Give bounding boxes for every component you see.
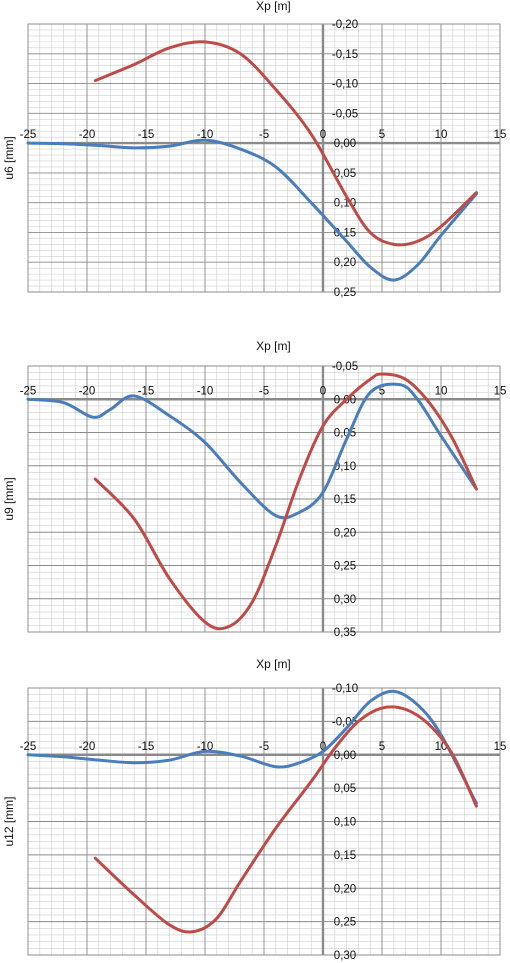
y-tick-label: 0,30 bbox=[334, 950, 356, 962]
y-tick-label: -0,05 bbox=[332, 716, 358, 728]
y-tick-label: 0,35 bbox=[334, 627, 356, 639]
y-tick-label: 0,30 bbox=[334, 594, 356, 606]
y-tick-label: 0,25 bbox=[334, 287, 356, 299]
y-tick-label: 0,20 bbox=[334, 883, 356, 895]
x-tick-label: 15 bbox=[494, 129, 507, 141]
chart-panel-2: -25 -20 -15 -10 -5 0 5 10 15-0,050,000,050,100,1… bbox=[2, 339, 506, 639]
x-axis-title: Xp [m] bbox=[256, 339, 291, 353]
series-line-red bbox=[93, 372, 478, 631]
x-tick-label: -25 bbox=[20, 385, 37, 397]
x-axis-title: Xp [m] bbox=[256, 657, 291, 671]
x-tick-label: 5 bbox=[379, 129, 385, 141]
series-line-red bbox=[93, 705, 478, 934]
y-tick-label: 0,10 bbox=[334, 817, 356, 829]
y-tick-label: -0,10 bbox=[332, 79, 358, 91]
x-tick-label: 10 bbox=[435, 129, 448, 141]
y-tick-label: 0,00 bbox=[334, 750, 356, 762]
chart-panel-1: -25 -20 -15 -10 -5 0 5 10 15 -0,20 -0,15 -0,10 -0,05… bbox=[2, 0, 506, 299]
x-tick-label: 5 bbox=[379, 385, 385, 397]
x-tick-label: -20 bbox=[79, 385, 96, 397]
series-line-red bbox=[93, 40, 478, 247]
x-tick-label: -25 bbox=[20, 741, 37, 753]
series-line-blue bbox=[26, 382, 478, 520]
y-axis-title: u9 [mm] bbox=[2, 477, 16, 520]
y-tick-label: -0,05 bbox=[332, 361, 358, 373]
chart-panel-3: -25 -20 -15 -10 -5 0 5 10 15-0,10-0,050,000,050,… bbox=[2, 657, 506, 962]
x-tick-label: -5 bbox=[259, 129, 269, 141]
y-tick-label: 0,20 bbox=[334, 527, 356, 539]
x-tick-label: 0 bbox=[320, 385, 326, 397]
x-tick-label: -5 bbox=[259, 741, 269, 753]
y-axis-title: u6 [mm] bbox=[2, 136, 16, 179]
y-tick-label: 0,15 bbox=[334, 227, 356, 239]
y-tick-label: 0,25 bbox=[334, 561, 356, 573]
x-tick-label: 0 bbox=[320, 129, 326, 141]
x-tick-label: -20 bbox=[79, 129, 96, 141]
x-tick-label: 10 bbox=[435, 385, 448, 397]
y-tick-label: 0,05 bbox=[334, 783, 356, 795]
x-tick-label: -25 bbox=[20, 129, 37, 141]
series-line-blue bbox=[26, 138, 478, 282]
x-tick-label: 5 bbox=[379, 741, 385, 753]
x-tick-label: -10 bbox=[197, 741, 214, 753]
series-line-blue bbox=[26, 689, 478, 805]
y-tick-label: -0,05 bbox=[332, 108, 358, 120]
y-axis-title: u12 [mm] bbox=[2, 796, 16, 846]
y-tick-label: 0,05 bbox=[334, 428, 356, 440]
x-tick-label: -20 bbox=[79, 741, 96, 753]
y-tick-label: -0,20 bbox=[332, 19, 358, 31]
x-tick-label: 15 bbox=[494, 385, 507, 397]
y-tick-label: 0,10 bbox=[334, 461, 356, 473]
x-tick-label: -10 bbox=[197, 385, 214, 397]
x-tick-label: -15 bbox=[138, 741, 155, 753]
x-tick-label: -5 bbox=[259, 385, 269, 397]
y-tick-label: -0,10 bbox=[332, 683, 358, 695]
y-tick-label: 0,20 bbox=[334, 257, 356, 269]
x-axis-title: Xp [m] bbox=[256, 0, 291, 13]
x-tick-label: 15 bbox=[494, 741, 507, 753]
x-tick-label: -15 bbox=[138, 129, 155, 141]
x-tick-label: -10 bbox=[197, 129, 214, 141]
y-tick-label: 0,25 bbox=[334, 917, 356, 929]
x-tick-label: -15 bbox=[138, 385, 155, 397]
y-tick-label: -0,15 bbox=[332, 49, 358, 61]
y-tick-label: 0,15 bbox=[334, 494, 356, 506]
y-tick-label: 0,15 bbox=[334, 850, 356, 862]
y-tick-label: 0,00 bbox=[334, 138, 356, 150]
y-tick-label: 0,05 bbox=[334, 168, 356, 180]
x-tick-label: 0 bbox=[320, 741, 326, 753]
